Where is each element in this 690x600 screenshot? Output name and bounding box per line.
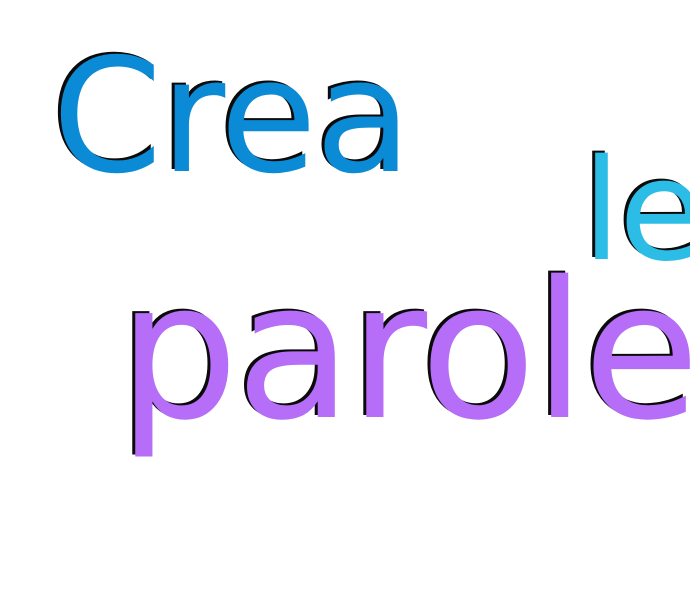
word-parole: parole [118,241,690,462]
word-crea: Crea [52,25,412,209]
word-le: le [582,130,690,293]
